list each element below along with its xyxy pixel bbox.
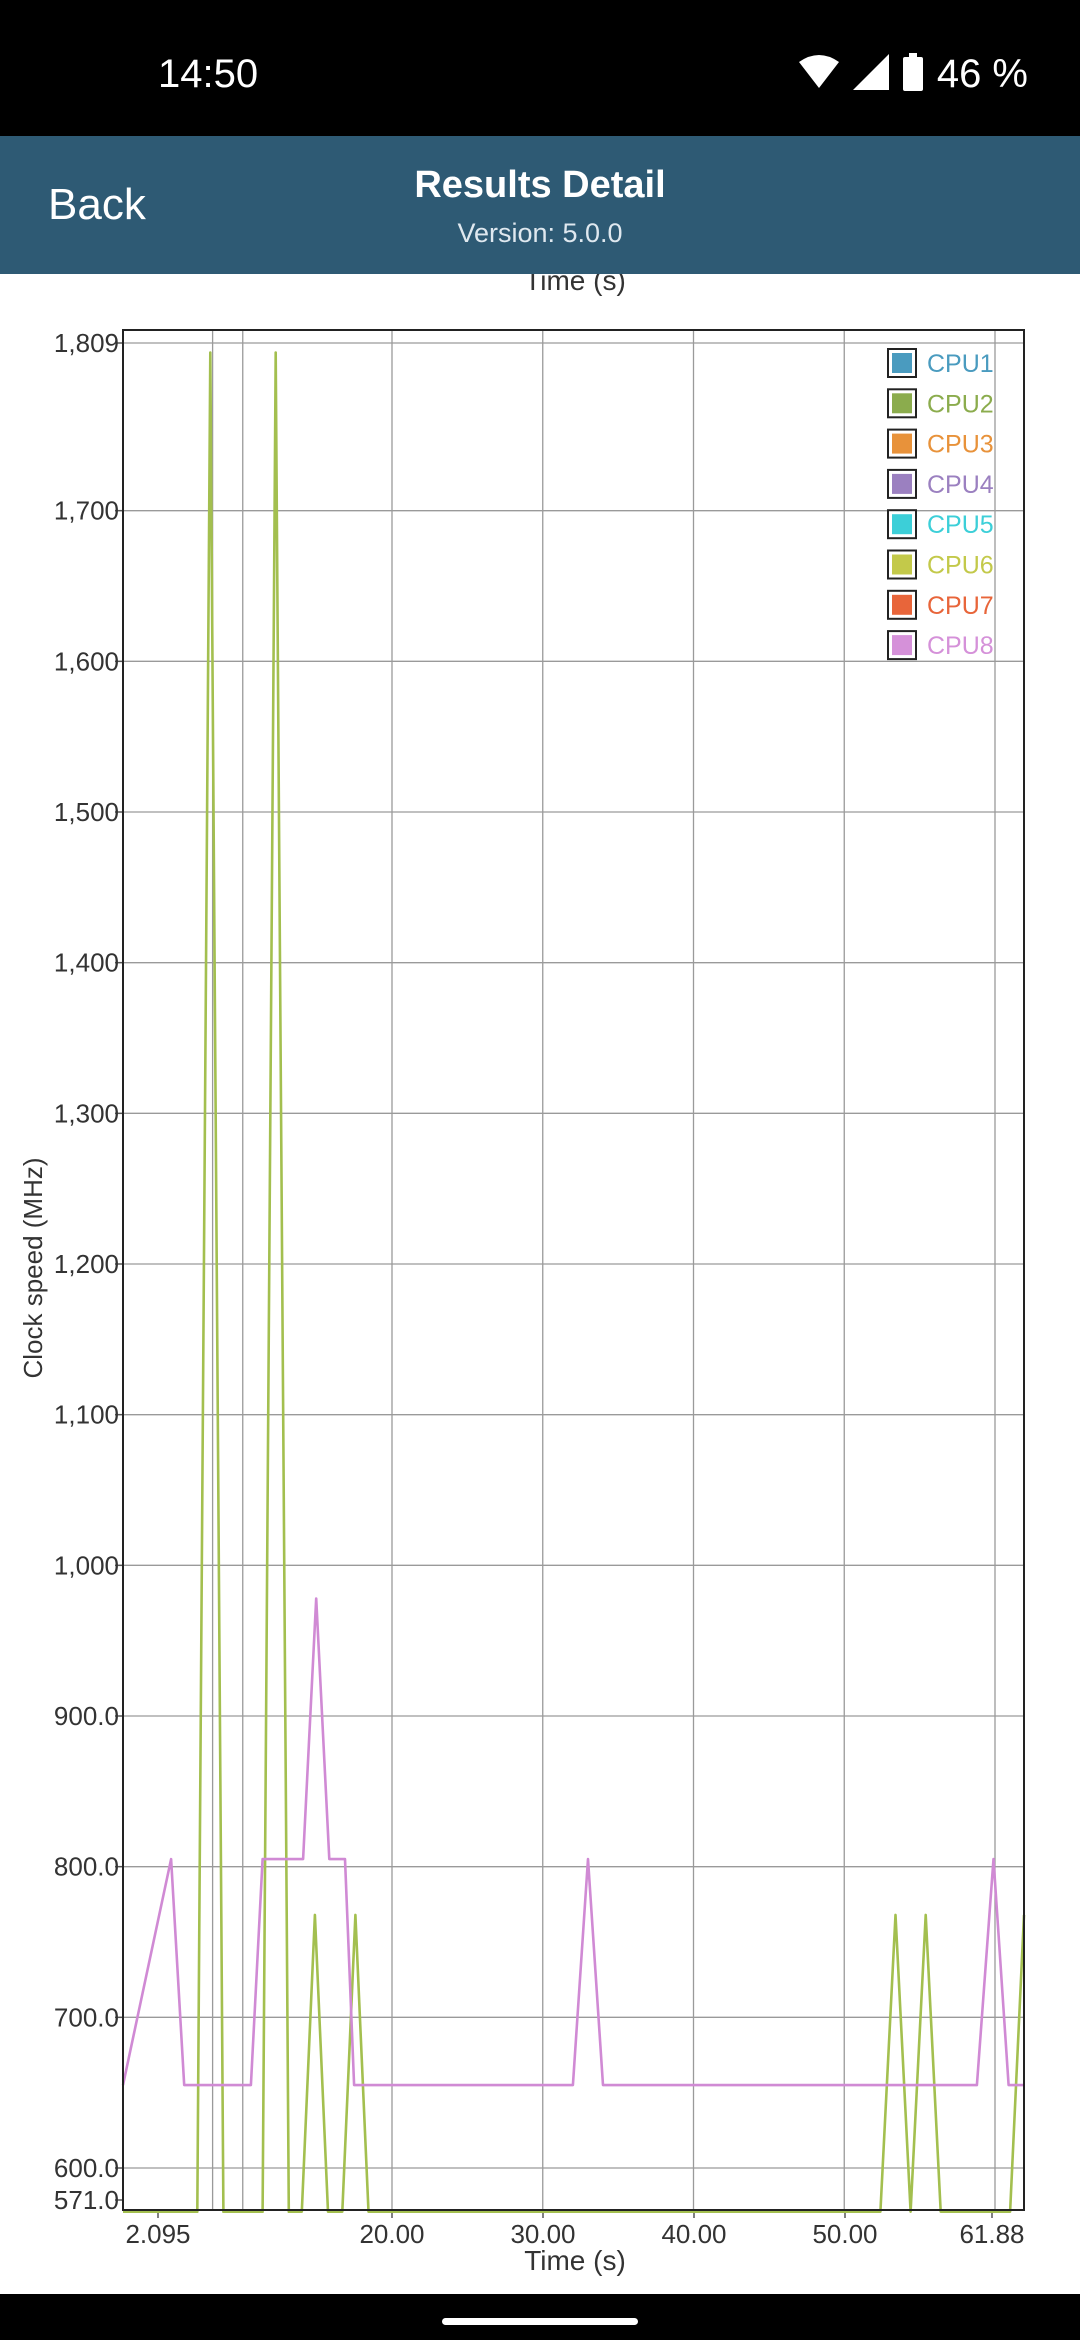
y-tick-label: 1,600 (54, 646, 119, 676)
y-tick-label: 1,000 (54, 1550, 119, 1580)
plot-frame (122, 329, 1025, 2211)
cell-signal-icon (852, 53, 889, 95)
back-button[interactable]: Back (48, 180, 146, 229)
status-time: 14:50 (158, 52, 259, 96)
y-tick-label: 1,100 (54, 1400, 119, 1430)
y-tick-label: 700.0 (54, 2002, 119, 2032)
legend-swatch-cpu2 (892, 393, 912, 414)
y-tick-label: 1,700 (54, 496, 119, 526)
version-subtitle: Version: 5.0.0 (457, 218, 623, 248)
legend-label-cpu1: CPU1 (927, 350, 994, 378)
y-axis-title: Clock speed (MHz) (18, 1157, 48, 1378)
series-line-cpu2 (123, 351, 1026, 2213)
status-icons: 46 % (798, 51, 1028, 96)
page-title: Results Detail (414, 164, 666, 206)
series-line-cpu8 (121, 1597, 1024, 2087)
top-axis-title: Time (s) (524, 274, 626, 296)
app-bar: Back Results Detail Version: 5.0.0 (0, 136, 1080, 274)
y-tick-label: 600.0 (54, 2153, 119, 2183)
y-tick-label: 800.0 (54, 1852, 119, 1882)
x-tick-label: 61.88 (959, 2219, 1024, 2249)
wifi-icon (798, 54, 839, 95)
legend-swatch-cpu3 (892, 433, 912, 454)
x-tick-label: 2.095 (125, 2219, 190, 2249)
x-axis-title: Time (s) (524, 2245, 626, 2276)
legend-swatch-cpu8 (892, 635, 912, 656)
x-tick-label: 50.00 (812, 2219, 877, 2249)
y-tick-label: 1,500 (54, 797, 119, 827)
home-gesture-handle[interactable] (442, 2318, 638, 2325)
legend-label-cpu3: CPU3 (927, 431, 994, 459)
y-tick-label: 1,400 (54, 948, 119, 978)
clock-speed-chart: 571.0 600.0 700.0 800.0 900.0 1,000 1,100 1,200… (0, 265, 1080, 2294)
x-tick-label: 20.00 (359, 2219, 424, 2249)
status-bar: 14:50 46 % (0, 0, 1080, 136)
legend-label-cpu4: CPU4 (927, 471, 994, 499)
x-tick-label: 40.00 (661, 2219, 726, 2249)
y-tick-label: 1,809 (54, 328, 119, 358)
navigation-bar (0, 2294, 1080, 2340)
legend-swatch-cpu5 (892, 514, 912, 535)
legend-label-cpu2: CPU2 (927, 390, 994, 418)
legend-label-cpu6: CPU6 (927, 552, 994, 580)
y-tick-label: 1,300 (54, 1098, 119, 1128)
legend-swatch-cpu4 (892, 473, 912, 494)
legend-swatch-cpu6 (892, 554, 912, 575)
battery-icon (902, 52, 923, 96)
legend-label-cpu7: CPU7 (927, 592, 994, 620)
y-tick-label: 1,200 (54, 1249, 119, 1279)
x-tick-label: 30.00 (510, 2219, 575, 2249)
y-tick-label: 571.0 (54, 2185, 119, 2215)
battery-percentage: 46 % (936, 51, 1028, 96)
y-tick-label: 900.0 (54, 1701, 119, 1731)
legend-label-cpu5: CPU5 (927, 511, 994, 539)
legend-swatch-cpu1 (892, 353, 912, 373)
legend-label-cpu8: CPU8 (927, 632, 994, 660)
legend-swatch-cpu7 (892, 594, 912, 615)
